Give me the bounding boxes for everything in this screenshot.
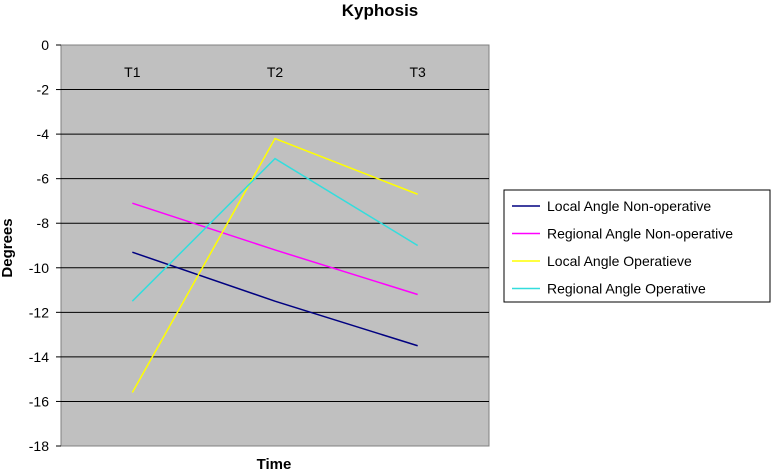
category-label: T1 bbox=[124, 64, 141, 80]
legend-label: Local Angle Operatieve bbox=[547, 253, 692, 269]
category-label: T2 bbox=[267, 64, 284, 80]
y-tick-label: -8 bbox=[37, 215, 50, 231]
chart-title: Kyphosis bbox=[342, 1, 419, 20]
category-labels: T1 T2 T3 bbox=[124, 64, 426, 80]
gridlines bbox=[61, 89, 489, 402]
category-label: T3 bbox=[409, 64, 426, 80]
legend-box bbox=[503, 189, 771, 303]
y-tick-label: 0 bbox=[41, 37, 49, 53]
series-line bbox=[131, 137, 418, 393]
series-line bbox=[132, 251, 418, 347]
y-tick-label: -6 bbox=[37, 171, 50, 187]
legend-label: Regional Angle Non-operative bbox=[547, 226, 733, 242]
y-tick-label: -12 bbox=[29, 304, 49, 320]
x-axis-title: Time bbox=[257, 456, 292, 471]
y-axis-title: Degrees bbox=[0, 218, 16, 277]
y-tick-label: -18 bbox=[29, 438, 49, 454]
legend-label: Regional Angle Operative bbox=[547, 281, 706, 297]
y-tick-label: -16 bbox=[29, 393, 49, 409]
series-line bbox=[131, 157, 419, 302]
y-tick-label: -14 bbox=[29, 349, 49, 365]
legend-label: Local Angle Non-operative bbox=[547, 198, 711, 214]
series-lines bbox=[131, 137, 419, 393]
y-axis-ticks: 0 -2 -4 -6 -8 -10 -12 -14 -16 -18 bbox=[29, 37, 61, 454]
plot-area bbox=[60, 44, 490, 447]
series-line bbox=[132, 202, 418, 296]
legend: Local Angle Non-operative Regional Angle … bbox=[503, 189, 771, 303]
y-tick-label: -2 bbox=[37, 82, 50, 98]
y-tick-label: -10 bbox=[29, 260, 49, 276]
y-tick-label: -4 bbox=[37, 126, 50, 142]
